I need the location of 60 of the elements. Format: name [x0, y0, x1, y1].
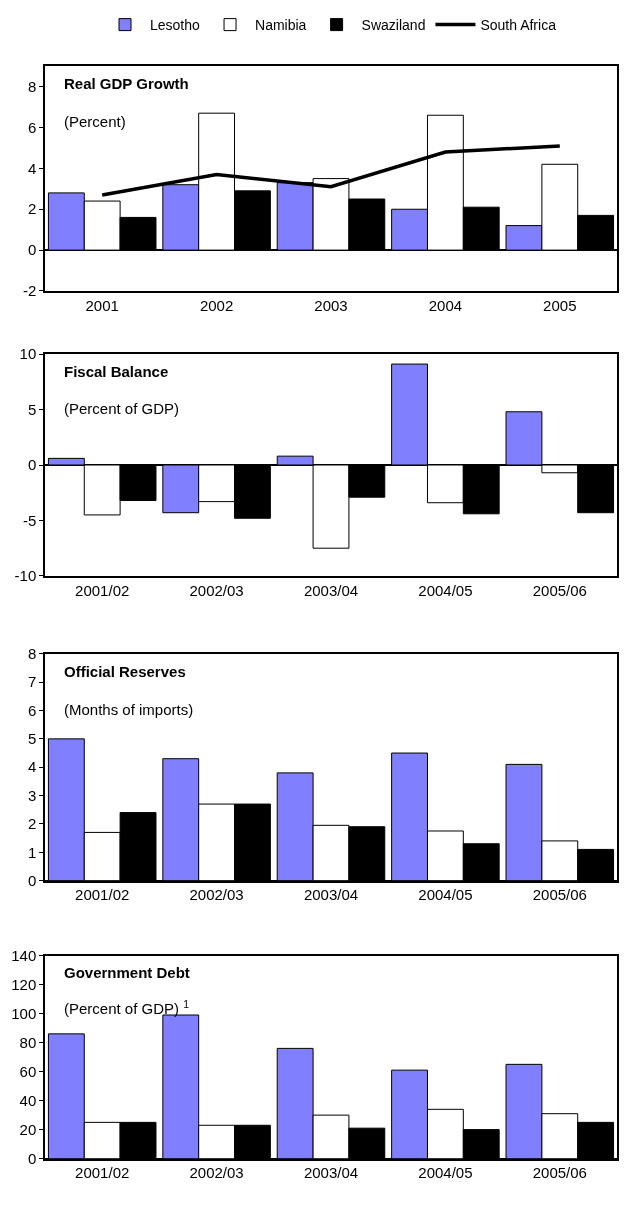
x-tick-label: 2003/04 [303, 886, 359, 904]
y-tick-label: 2 [27, 815, 37, 833]
x-tick-label: 2005/06 [532, 886, 587, 904]
y-tick-label: 2 [27, 200, 37, 218]
y-tick-label: -10 [14, 567, 37, 585]
text: (Percent of GDP) [64, 400, 180, 417]
y-tick-label: 6 [27, 118, 37, 136]
text: Fiscal Balance [64, 363, 169, 380]
x-tick-label: 2005/06 [532, 581, 587, 599]
y-tick-label: 6 [27, 701, 37, 719]
y-tick-label: 20 [19, 1120, 37, 1138]
y-tick-label: 8 [27, 645, 37, 663]
x-tick-label: 2004 [428, 296, 463, 314]
y-tick-label: 140 [11, 946, 37, 964]
y-tick-label: 1 [27, 843, 37, 861]
legend-label: Namibia [255, 17, 307, 34]
x-tick-label: 2001/02 [75, 886, 130, 904]
y-tick-label: 80 [19, 1033, 37, 1051]
legend-label: South Africa [480, 17, 557, 34]
y-tick-label: 10 [19, 345, 37, 363]
x-tick-label: 2003/04 [303, 581, 359, 599]
x-tick-label: 2002/03 [189, 581, 244, 599]
x-tick-label: 2004/05 [418, 1164, 473, 1182]
text: (Percent of GDP) $^{1}$ [64, 998, 190, 1018]
x-tick-label: 2005 [543, 296, 577, 314]
y-tick-label: -5 [22, 511, 37, 529]
text: (Percent) [64, 113, 126, 130]
y-tick-label: 4 [27, 159, 37, 177]
x-tick-label: 2002/03 [189, 1164, 244, 1182]
text: Real GDP Growth [64, 75, 189, 92]
x-tick-label: 2002/03 [189, 886, 244, 904]
x-tick-label: 2001/02 [75, 1164, 130, 1182]
text: (Months of imports) [64, 701, 194, 718]
x-tick-label: 2005/06 [532, 1164, 587, 1182]
y-tick-label: 0 [27, 456, 37, 474]
x-tick-label: 2003 [314, 296, 348, 314]
y-tick-label: -2 [22, 282, 37, 300]
y-tick-label: 120 [11, 975, 37, 993]
x-tick-label: 2002 [199, 296, 234, 314]
x-tick-label: 2004/05 [418, 581, 473, 599]
y-tick-label: 60 [19, 1062, 37, 1080]
y-tick-label: 3 [27, 786, 37, 804]
y-tick-label: 0 [27, 241, 37, 259]
y-tick-label: 5 [27, 400, 37, 418]
y-tick-label: 0 [27, 1149, 37, 1167]
legend-label: Swaziland [361, 17, 426, 34]
text: Official Reserves [64, 663, 186, 680]
text: Government Debt [64, 964, 190, 981]
x-tick-label: 2003/04 [303, 1164, 359, 1182]
y-tick-label: 0 [27, 871, 37, 889]
y-tick-label: 40 [19, 1091, 37, 1109]
y-tick-label: 100 [11, 1004, 37, 1022]
y-tick-label: 4 [27, 758, 37, 776]
y-tick-label: 5 [27, 730, 37, 748]
legend-label: Lesotho [150, 17, 201, 34]
x-tick-label: 2001 [85, 296, 119, 314]
x-tick-label: 2001/02 [75, 581, 130, 599]
y-tick-label: 7 [27, 673, 37, 691]
x-tick-label: 2004/05 [418, 886, 473, 904]
y-tick-label: 8 [27, 77, 37, 95]
